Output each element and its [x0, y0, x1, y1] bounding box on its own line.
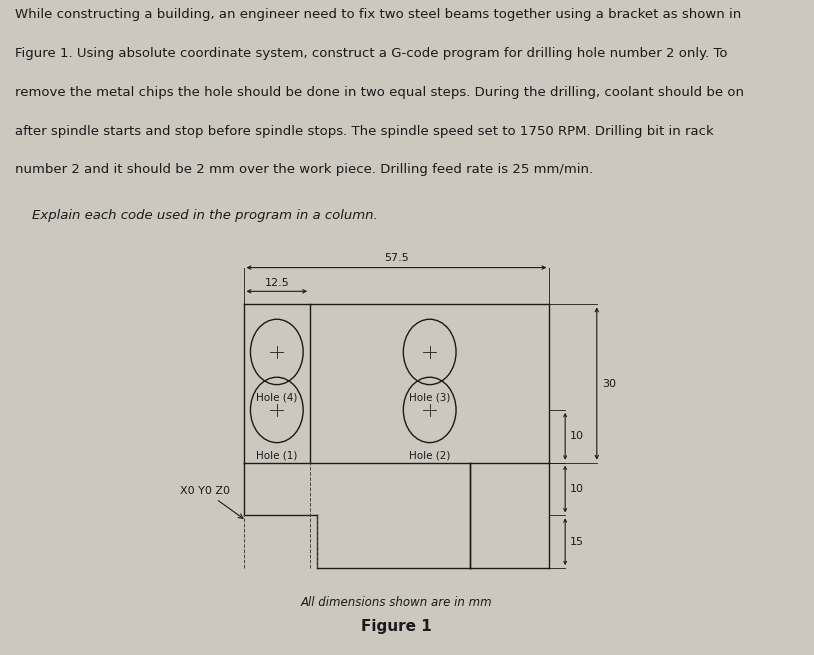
Text: Hole (2): Hole (2): [409, 451, 450, 460]
Text: Figure 1: Figure 1: [361, 618, 432, 633]
Text: X0 Y0 Z0: X0 Y0 Z0: [181, 486, 243, 518]
Text: remove the metal chips the hole should be done in two equal steps. During the dr: remove the metal chips the hole should b…: [15, 86, 744, 99]
Text: While constructing a building, an engineer need to fix two steel beams together : While constructing a building, an engine…: [15, 9, 741, 22]
Text: Hole (1): Hole (1): [256, 451, 297, 460]
Text: Figure 1. Using absolute coordinate system, construct a G-code program for drill: Figure 1. Using absolute coordinate syst…: [15, 47, 727, 60]
Text: after spindle starts and stop before spindle stops. The spindle speed set to 175: after spindle starts and stop before spi…: [15, 124, 713, 138]
Text: 12.5: 12.5: [265, 278, 289, 288]
Text: 10: 10: [569, 431, 584, 441]
Text: Hole (4): Hole (4): [256, 392, 297, 403]
Text: 30: 30: [602, 379, 616, 388]
Text: 15: 15: [569, 536, 584, 547]
Text: All dimensions shown are in mm: All dimensions shown are in mm: [300, 596, 492, 609]
Text: Hole (3): Hole (3): [409, 392, 450, 403]
Text: 10: 10: [569, 484, 584, 494]
Text: number 2 and it should be 2 mm over the work piece. Drilling feed rate is 25 mm/: number 2 and it should be 2 mm over the …: [15, 164, 593, 176]
Text: Explain each code used in the program in a column.: Explain each code used in the program in…: [15, 208, 378, 221]
Text: 57.5: 57.5: [384, 253, 409, 263]
